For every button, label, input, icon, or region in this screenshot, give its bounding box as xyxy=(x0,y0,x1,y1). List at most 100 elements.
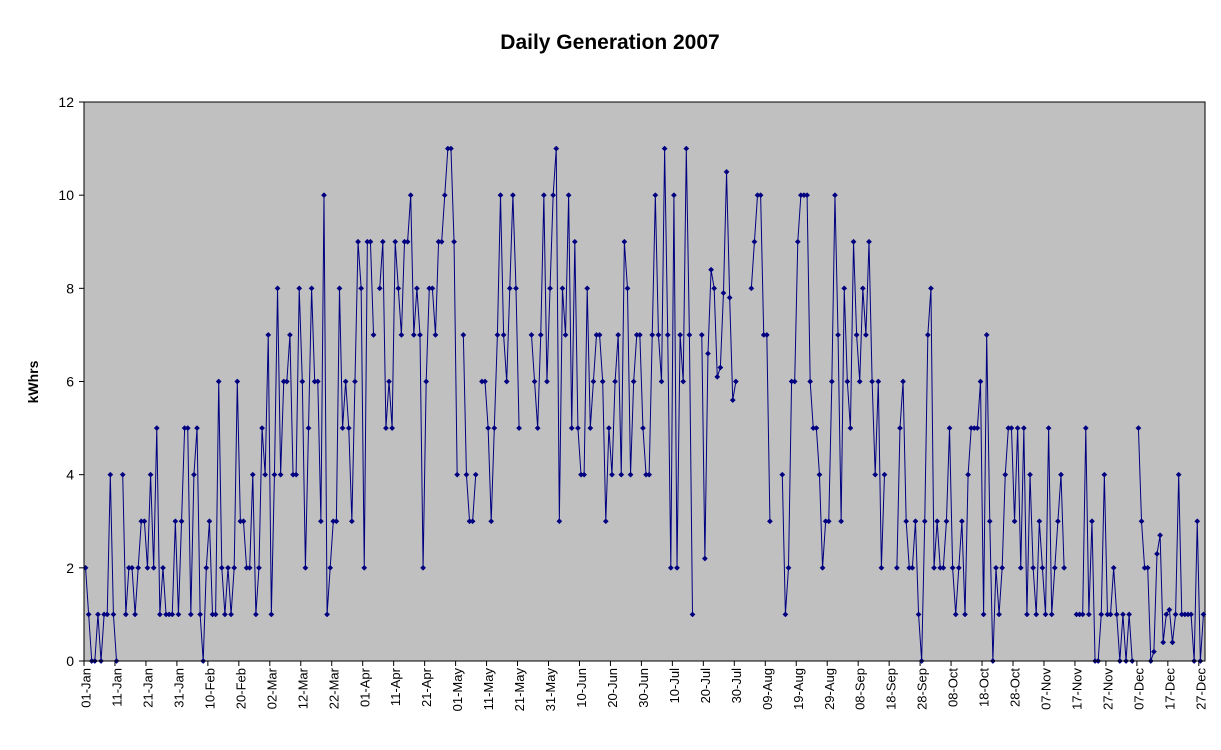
data-point xyxy=(305,425,312,432)
data-point xyxy=(1110,564,1117,571)
data-point xyxy=(407,192,414,199)
data-point xyxy=(599,378,606,385)
data-point xyxy=(352,378,358,385)
data-point xyxy=(1163,611,1170,618)
data-point xyxy=(1048,611,1055,618)
data-point xyxy=(333,518,340,525)
data-point xyxy=(206,518,213,525)
data-point xyxy=(609,471,615,478)
data-point xyxy=(698,331,705,338)
x-tick-label: 30-Jul xyxy=(729,668,744,704)
data-point xyxy=(1042,611,1049,618)
data-point xyxy=(268,611,275,618)
data-point xyxy=(314,378,321,385)
data-point xyxy=(482,378,488,385)
data-point xyxy=(299,378,306,385)
data-point xyxy=(129,564,135,571)
data-point xyxy=(757,192,764,199)
data-point xyxy=(683,145,690,152)
x-tick-label: 21-May xyxy=(512,668,527,712)
data-point xyxy=(386,378,392,385)
data-point xyxy=(658,378,665,385)
data-point xyxy=(850,238,857,245)
data-point xyxy=(841,285,848,292)
data-point xyxy=(1138,518,1145,525)
data-point xyxy=(1154,550,1160,557)
data-point xyxy=(249,471,256,478)
data-point xyxy=(686,331,693,338)
data-point xyxy=(559,285,566,292)
data-point xyxy=(135,564,142,571)
data-point xyxy=(423,378,430,385)
data-point xyxy=(420,564,427,571)
data-point xyxy=(172,518,179,525)
data-point xyxy=(441,192,448,199)
data-point xyxy=(627,471,634,478)
data-point xyxy=(110,611,117,618)
data-point xyxy=(1058,471,1064,478)
x-axis-ticks: 01-Jan 11-Jan 21-Jan 31-Jan 10-Feb 20-Feb 02-M… xyxy=(79,661,1208,712)
data-point xyxy=(881,471,888,478)
data-point xyxy=(203,564,210,571)
data-point xyxy=(1002,471,1009,478)
x-tick-label: 27-Dec xyxy=(1193,668,1208,710)
data-point xyxy=(283,378,290,385)
data-point xyxy=(897,425,903,432)
data-point xyxy=(147,471,154,478)
data-point xyxy=(924,331,931,338)
x-tick-label: 21-Apr xyxy=(419,667,434,707)
data-point xyxy=(355,238,362,245)
data-point xyxy=(934,518,941,525)
data-point xyxy=(410,331,417,338)
data-point xyxy=(382,425,389,432)
x-tick-label: 12-Mar xyxy=(295,667,310,709)
data-point xyxy=(429,285,436,292)
data-point xyxy=(540,192,547,199)
data-point xyxy=(943,518,950,525)
data-point xyxy=(618,471,625,478)
data-point xyxy=(160,564,166,571)
data-point xyxy=(791,378,798,385)
data-point xyxy=(571,238,578,245)
data-point xyxy=(104,611,111,618)
data-point xyxy=(438,238,445,245)
x-tick-label: 11-May xyxy=(481,668,496,711)
data-point xyxy=(293,471,300,478)
data-point xyxy=(389,425,396,432)
data-point xyxy=(835,331,841,338)
data-point xyxy=(1061,564,1068,571)
data-point xyxy=(1085,611,1092,618)
data-point xyxy=(568,425,575,432)
data-point xyxy=(584,285,591,292)
x-tick-label: 19-Aug xyxy=(791,668,806,710)
data-point xyxy=(324,611,331,618)
x-tick-label: 10-Jul xyxy=(667,668,682,704)
data-point xyxy=(417,331,423,338)
data-point xyxy=(952,611,959,618)
data-point xyxy=(646,471,653,478)
data-point xyxy=(156,611,163,618)
data-point xyxy=(962,611,968,618)
data-point xyxy=(228,611,235,618)
data-point xyxy=(398,331,405,338)
data-point xyxy=(358,285,365,292)
data-point xyxy=(689,611,696,618)
data-point xyxy=(448,145,454,152)
data-point xyxy=(667,564,674,571)
data-point xyxy=(1030,564,1037,571)
data-point xyxy=(624,285,631,292)
data-point xyxy=(1135,425,1142,432)
data-point xyxy=(674,564,680,571)
data-point xyxy=(296,285,303,292)
data-point xyxy=(234,378,241,385)
data-point xyxy=(869,378,876,385)
data-point xyxy=(463,471,470,478)
data-point xyxy=(231,564,238,571)
data-point xyxy=(513,285,519,292)
x-tick-label: 01-Apr xyxy=(357,667,372,707)
x-tick-label: 21-Jan xyxy=(140,668,155,708)
data-point xyxy=(927,285,934,292)
data-point xyxy=(1011,518,1018,525)
data-point xyxy=(1098,611,1105,618)
data-point xyxy=(1008,425,1015,432)
